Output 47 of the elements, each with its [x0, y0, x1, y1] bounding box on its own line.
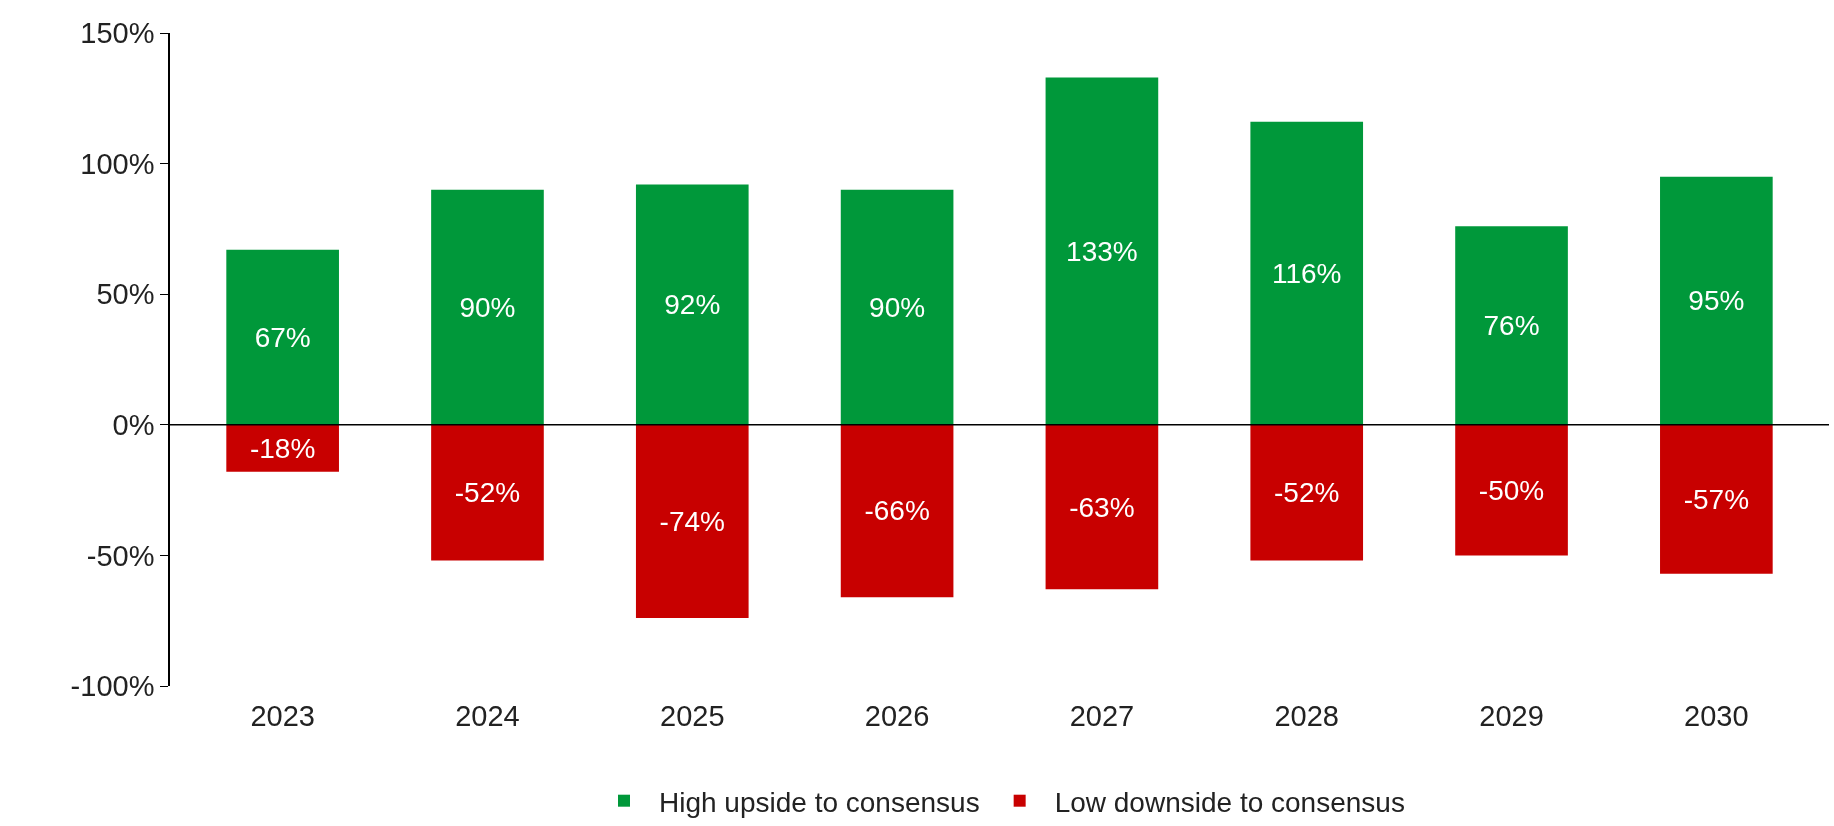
bar — [635, 424, 749, 619]
bar — [1660, 424, 1773, 574]
x-tick-label: 2029 — [1479, 700, 1544, 732]
bar — [635, 184, 749, 425]
data-label: 90% — [869, 291, 926, 323]
x-tick-label: 2024 — [455, 700, 520, 732]
bar — [1045, 424, 1159, 590]
bar — [1250, 121, 1364, 425]
bar — [1455, 226, 1568, 425]
data-label: -50% — [1478, 474, 1545, 506]
y-tick-label: 50% — [96, 278, 155, 311]
bar — [1250, 424, 1364, 561]
x-tick-label: 2025 — [660, 700, 725, 732]
y-tick-label: -100% — [70, 670, 155, 703]
data-label: 95% — [1688, 285, 1745, 317]
legend-label: Low downside to consensus — [1054, 786, 1405, 818]
x-tick-label: 2027 — [1069, 700, 1135, 732]
data-label: 133% — [1066, 235, 1138, 267]
data-label: -52% — [1274, 477, 1340, 509]
bar — [1455, 424, 1568, 556]
data-label: 90% — [459, 291, 516, 323]
data-label: 116% — [1271, 257, 1342, 289]
x-tick-label: 2023 — [250, 700, 315, 732]
bar — [1660, 176, 1773, 425]
x-tick-label: 2030 — [1684, 700, 1749, 732]
data-label: 76% — [1483, 310, 1540, 342]
data-label: 67% — [254, 321, 311, 353]
bar — [840, 424, 954, 598]
bar — [226, 249, 339, 425]
y-tick-label: 0% — [112, 408, 155, 441]
data-label: -57% — [1683, 483, 1750, 515]
y-tick-label: 100% — [80, 147, 155, 180]
bar — [1045, 77, 1159, 425]
bar — [431, 189, 544, 425]
y-tick-label: -50% — [86, 539, 155, 572]
legend-label: High upside to consensus — [659, 786, 980, 818]
data-label: -66% — [864, 495, 930, 527]
x-tick-label: 2028 — [1274, 700, 1339, 732]
bar — [431, 424, 544, 561]
bar — [840, 189, 954, 425]
data-label: -52% — [454, 477, 521, 509]
y-tick-label: 150% — [80, 17, 155, 50]
data-label: 92% — [664, 289, 721, 321]
data-label: -18% — [249, 432, 316, 464]
x-tick-label: 2026 — [864, 700, 930, 732]
data-label: -74% — [659, 505, 725, 537]
data-label: -63% — [1069, 491, 1135, 523]
